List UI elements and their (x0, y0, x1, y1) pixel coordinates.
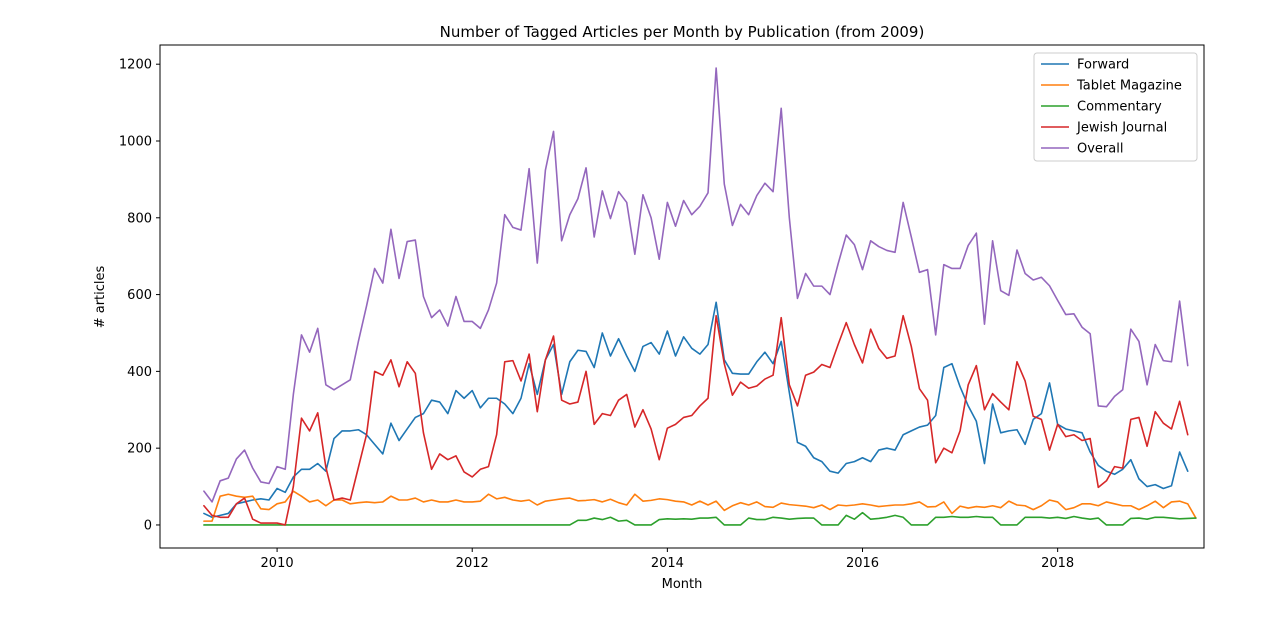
legend-label-overall: Overall (1077, 142, 1123, 157)
legend-label-tablet-magazine: Tablet Magazine (1076, 79, 1182, 94)
y-tick-label: 1200 (119, 58, 152, 73)
legend-label-jewish-journal: Jewish Journal (1076, 121, 1167, 136)
x-tick-label: 2010 (261, 556, 294, 571)
x-tick-label: 2016 (846, 556, 879, 571)
legend-box (1033, 52, 1198, 162)
y-tick-label: 200 (127, 442, 152, 457)
plot-frame (159, 44, 1205, 549)
series-line-overall (203, 67, 1189, 503)
series-line-commentary (203, 511, 1197, 526)
x-tick-label: 2018 (1041, 556, 1074, 571)
y-axis: 0 200 400 600 800 1000 1200 (119, 58, 160, 533)
x-tick-label: 2012 (456, 556, 489, 571)
x-tick-label: 2014 (651, 556, 684, 571)
x-axis-label: Month (662, 577, 703, 592)
y-axis-label: # articles (93, 265, 108, 328)
x-axis: 2010 2012 2014 2016 2018 (261, 548, 1074, 571)
series-layer (203, 67, 1197, 526)
y-tick-label: 0 (144, 518, 152, 533)
series-line-tablet-magazine (203, 490, 1197, 522)
legend: Forward Tablet Magazine Commentary Jewish J… (1033, 52, 1198, 162)
y-tick-label: 800 (127, 211, 152, 226)
y-tick-label: 600 (127, 288, 152, 303)
chart-title: Number of Tagged Articles per Month by P… (440, 23, 925, 41)
y-tick-label: 1000 (119, 134, 152, 149)
legend-label-commentary: Commentary (1077, 100, 1162, 115)
y-tick-label: 400 (127, 365, 152, 380)
series-line-jewish-journal (203, 314, 1189, 526)
series-line-forward (203, 301, 1189, 519)
legend-label-forward: Forward (1077, 58, 1129, 73)
